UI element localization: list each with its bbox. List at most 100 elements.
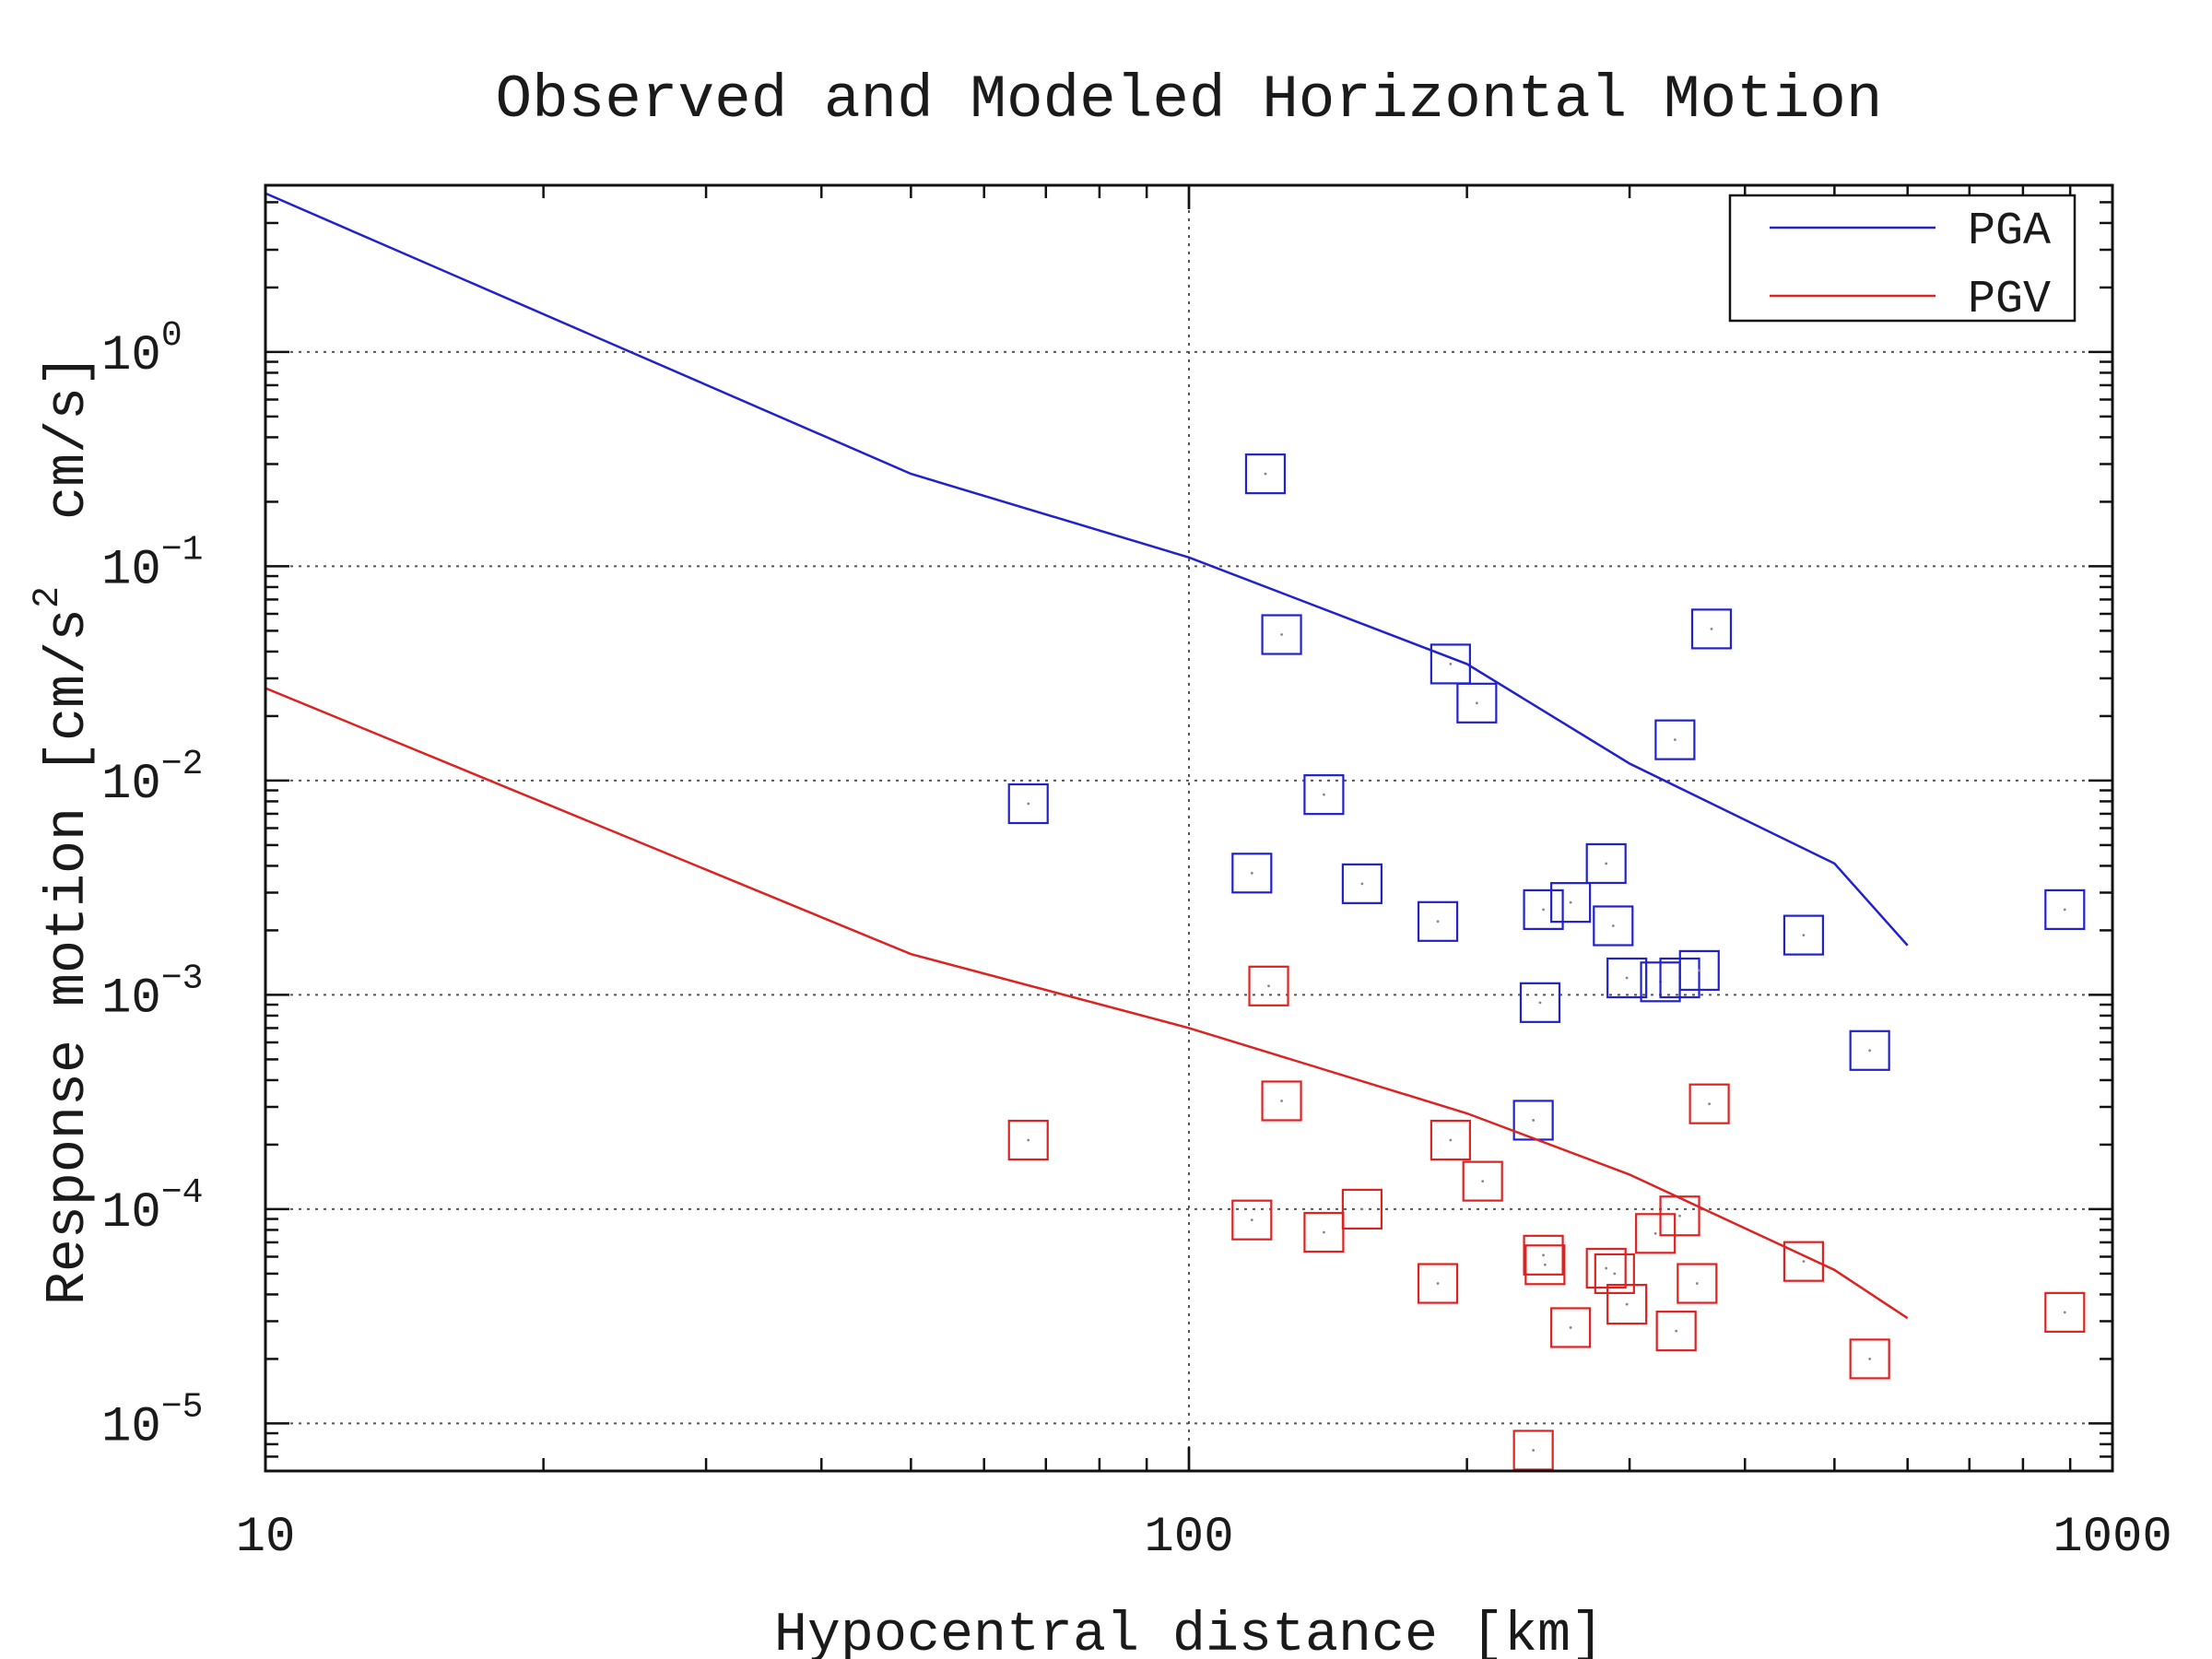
point-pga [1678,949,1720,992]
point-center-dot [1360,1207,1364,1211]
y-tick-label: 10−4 [101,1173,203,1241]
point-pga [1606,957,1648,999]
point-center-dot [1625,976,1629,980]
point-center-dot [1605,862,1608,865]
point-pga [1523,888,1564,930]
legend-box [1728,194,2077,323]
legend-label-pga: PGA [1968,206,2051,258]
y-tick-label: 10−2 [101,745,203,813]
chart-title: Observed and Modeled Horizontal Motion [495,65,1882,135]
point-pga [1456,682,1498,724]
point-pgv [2044,1291,2086,1333]
ticks [264,183,2114,1473]
point-pga [1303,774,1345,816]
point-pga [1654,719,1696,760]
point-pgv [1430,1119,1471,1161]
point-pga [1585,842,1627,885]
point-center-dot [2063,1311,2066,1314]
point-center-dot [1802,934,1806,937]
point-center-dot [1475,701,1478,705]
point-pgv [1523,1234,1564,1276]
point-center-dot [1542,1253,1545,1257]
series-line-pgv [265,687,1909,1320]
point-center-dot [1802,1260,1806,1264]
point-center-dot [1027,802,1030,806]
x-tick-label: 1000 [2053,1510,2172,1566]
y-tick-label: 10−5 [101,1387,203,1455]
point-pga [1244,453,1287,495]
point-center-dot [1698,969,1701,972]
tick-labels: 10 100 1000 100 10−1 10−2 10−3 10−4 10−5 [101,316,2172,1566]
point-center-dot [1264,472,1267,476]
point-pgv [1849,1338,1890,1380]
point-pga [1593,905,1634,947]
series-line-pga [265,192,1909,947]
y-tick-label: 100 [101,316,182,384]
point-pgv [1231,1199,1273,1241]
point-center-dot [1678,1214,1681,1218]
grid [265,185,2112,1471]
point-pga [1550,882,1592,924]
point-pgv [1594,1253,1635,1295]
point-center-dot [1323,793,1325,796]
point-center-dot [1323,1230,1325,1234]
point-pgv [1655,1311,1697,1352]
point-pgv [1606,1283,1648,1325]
point-center-dot [1710,628,1713,630]
point-center-dot [1605,1266,1608,1270]
y-axis-label: Response motion [cm/s2 cm/s] [28,354,100,1305]
point-pgv [1585,1247,1627,1289]
point-center-dot [1449,663,1453,665]
point-center-dot [1613,1272,1617,1276]
point-pgv [1524,1244,1566,1286]
point-center-dot [1280,1100,1283,1102]
point-pgv [1341,1188,1382,1230]
point-center-dot [2063,908,2066,912]
point-pga [1261,614,1302,655]
point-pgv [1248,965,1289,1006]
series-layer [265,192,2086,1471]
point-center-dot [1708,1102,1712,1106]
point-center-dot [1569,1326,1572,1329]
point-center-dot [1250,871,1253,875]
point-pgv [1303,1211,1345,1253]
y-tick-label: 10−3 [101,959,203,1027]
point-pga [1341,863,1382,904]
point-pgv [1550,1307,1592,1348]
point-center-dot [1695,1282,1699,1285]
point-center-dot [1280,633,1283,636]
point-center-dot [1611,924,1615,927]
point-pga [1231,853,1273,894]
point-pgv [1688,1083,1730,1124]
point-center-dot [1250,1218,1253,1222]
point-center-dot [1569,900,1572,904]
point-center-dot [1481,1180,1485,1183]
point-pgv [1659,1195,1700,1237]
point-pga [1783,914,1825,956]
point-center-dot [1532,1449,1535,1452]
point-center-dot [1532,1119,1535,1122]
point-center-dot [1360,882,1364,886]
point-pga [1690,608,1733,650]
point-pgv [1007,1119,1049,1161]
point-pgv [1417,1263,1459,1304]
point-center-dot [1267,984,1270,988]
point-center-dot [1436,1282,1440,1285]
point-pga [1007,782,1049,825]
point-center-dot [1538,1001,1542,1005]
x-tick-label: 10 [236,1510,296,1566]
point-pgv [1512,1430,1554,1471]
point-center-dot [1625,1302,1629,1306]
point-center-dot [1673,738,1677,742]
legend-label-pgv: PGV [1968,274,2051,326]
x-tick-label: 100 [1144,1510,1233,1566]
point-center-dot [1868,1049,1872,1053]
point-pga [1430,643,1471,685]
x-axis-label: Hypocentral distance [km] [774,1605,1604,1659]
point-center-dot [1542,908,1545,912]
point-pgv [1677,1263,1718,1304]
y-tick-label: 10−1 [101,530,203,598]
point-center-dot [1868,1358,1872,1360]
point-pga [1519,982,1561,1023]
